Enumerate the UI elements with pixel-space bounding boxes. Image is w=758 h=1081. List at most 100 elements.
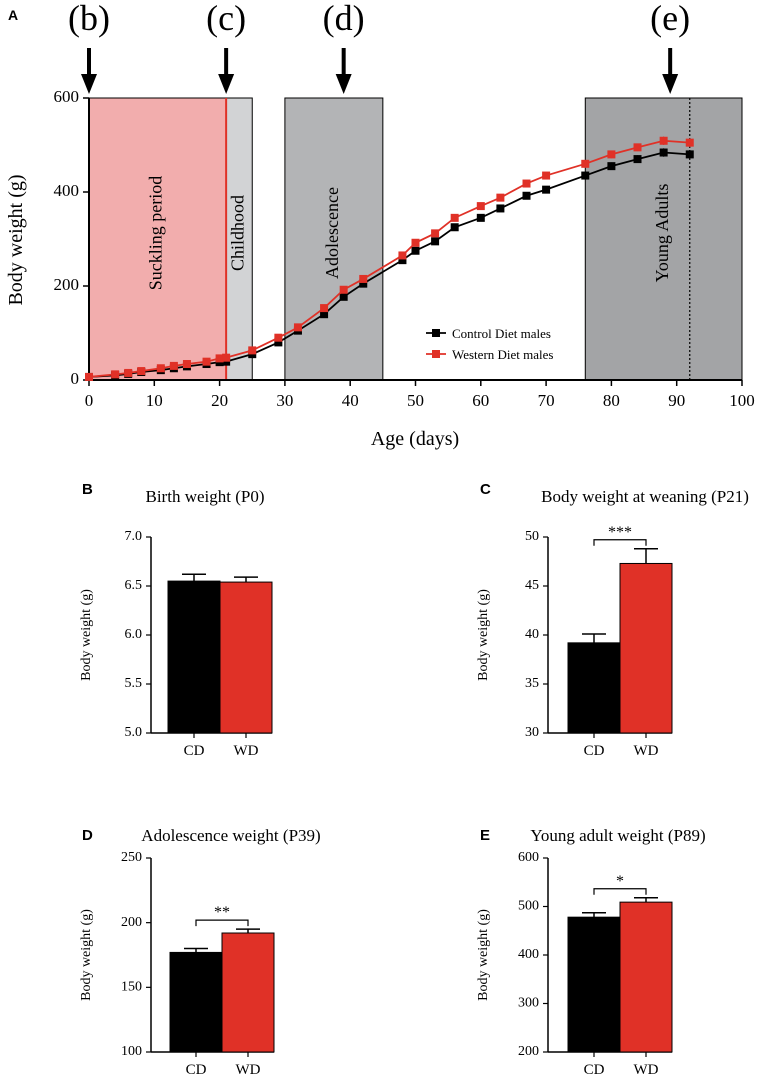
y-tick-label: 200 <box>121 915 142 930</box>
y-tick-label: 250 <box>121 850 142 865</box>
data-point <box>431 229 440 238</box>
x-axis-label: Age (days) <box>371 428 459 450</box>
data-point <box>85 372 93 381</box>
y-tick-label: 300 <box>518 996 539 1011</box>
x-tick-label: 100 <box>729 391 755 410</box>
x-tick-label: 90 <box>668 391 685 410</box>
bar-wd <box>619 562 673 734</box>
arrow-label: (b) <box>68 0 110 38</box>
arrow-head <box>81 74 97 94</box>
y-tick-label: 40 <box>525 627 539 642</box>
y-tick-label: 200 <box>54 275 80 294</box>
data-point <box>633 143 642 152</box>
data-point <box>339 292 348 301</box>
arrow-label: (e) <box>650 0 690 38</box>
bar-wd <box>219 581 273 734</box>
data-point <box>111 370 120 379</box>
panel-letter-c: C <box>480 481 491 498</box>
data-point <box>274 338 283 347</box>
bar-cd <box>169 951 223 1053</box>
y-axis-label: Body weight (g) <box>476 909 491 1001</box>
y-axis-label: Body weight (g) <box>476 589 491 681</box>
x-tick-label: 30 <box>276 391 293 410</box>
y-tick-label: 600 <box>54 87 80 106</box>
data-point <box>607 150 616 159</box>
y-axis-label: Body weight (g) <box>79 909 94 1001</box>
x-tick-label: 10 <box>146 391 163 410</box>
x-tick-label: 40 <box>342 391 359 410</box>
y-tick-label: 45 <box>525 578 539 593</box>
panel-letter-d: D <box>82 827 93 844</box>
data-point <box>542 171 551 180</box>
y-axis-label: Body weight (g) <box>5 174 27 305</box>
y-tick-label: 500 <box>518 899 539 914</box>
legend-label: Western Diet males <box>452 347 553 362</box>
legend-label: Control Diet males <box>452 326 551 341</box>
x-tick-label: 80 <box>603 391 620 410</box>
panel-letter-e: E <box>480 827 490 844</box>
data-point <box>169 361 178 370</box>
y-tick-label: 400 <box>518 947 539 962</box>
y-tick-label: 7.0 <box>125 529 143 544</box>
x-tick-label: CD <box>584 1062 605 1076</box>
y-tick-label: 5.0 <box>125 725 143 740</box>
panel-e-bar-chart: E Young adult weight (P89) 200 300 400 500 600… <box>476 826 706 1078</box>
data-point <box>215 354 224 363</box>
x-tick-label: 0 <box>85 391 94 410</box>
y-tick-label: 50 <box>525 529 539 544</box>
chart-title: Young adult weight (P89) <box>530 826 705 845</box>
period-label: Suckling period <box>146 176 166 291</box>
data-point <box>411 238 420 247</box>
data-point <box>248 346 257 355</box>
y-tick-label: 600 <box>518 850 539 865</box>
legend-marker <box>432 350 440 358</box>
panel-letter-b: B <box>82 481 93 498</box>
data-point <box>476 202 485 211</box>
data-point <box>450 213 459 222</box>
bar-cd <box>167 580 221 734</box>
x-tick-label: CD <box>584 743 605 759</box>
y-tick-label: 100 <box>121 1044 142 1059</box>
data-point <box>542 185 551 194</box>
data-point <box>431 237 440 246</box>
y-axis-label: Body weight (g) <box>79 589 94 681</box>
significance-bracket <box>593 888 647 895</box>
x-tick-label: 70 <box>538 391 555 410</box>
period-label: Childhood <box>227 195 247 271</box>
x-tick-label: WD <box>236 1062 261 1076</box>
data-point <box>124 368 133 377</box>
panel-c-bar-chart: C Body weight at weaning (P21) 30 35 40 45 50 B… <box>476 481 749 759</box>
panel-b-bar-chart: B Birth weight (P0) 5.0 5.5 6.0 6.5 7.0 Body we… <box>79 481 273 759</box>
x-tick-label: 50 <box>407 391 424 410</box>
x-tick-label: WD <box>634 1062 659 1076</box>
panel-d-bar-chart: D Adolescence weight (P39) 100 150 200 250 Bod… <box>79 826 321 1078</box>
x-tick-label: 20 <box>211 391 228 410</box>
data-point <box>659 136 668 145</box>
x-tick-label: WD <box>634 743 659 759</box>
y-tick-label: 200 <box>518 1044 539 1059</box>
data-point <box>222 353 231 362</box>
data-point <box>633 155 642 164</box>
period-region-childhood <box>225 97 253 381</box>
arrow-label: (d) <box>323 0 365 38</box>
significance-marker: ** <box>214 904 230 921</box>
panel-letter-a: A <box>8 7 18 23</box>
period-label: Young Adults <box>652 184 672 283</box>
data-point <box>156 364 165 373</box>
significance-marker: *** <box>608 524 632 541</box>
data-point <box>274 333 283 342</box>
arrow-label: (c) <box>206 0 246 38</box>
data-point <box>293 323 302 332</box>
x-tick-label: 60 <box>472 391 489 410</box>
x-tick-label: CD <box>184 743 205 759</box>
data-point <box>450 223 459 232</box>
chart-title: Birth weight (P0) <box>146 487 265 506</box>
bar-cd <box>567 916 621 1053</box>
data-point <box>685 138 694 147</box>
data-point <box>607 162 616 171</box>
arrow-head <box>662 74 679 94</box>
data-point <box>659 148 668 157</box>
data-point <box>496 193 505 202</box>
data-point <box>182 360 191 369</box>
arrow-head <box>218 74 235 94</box>
